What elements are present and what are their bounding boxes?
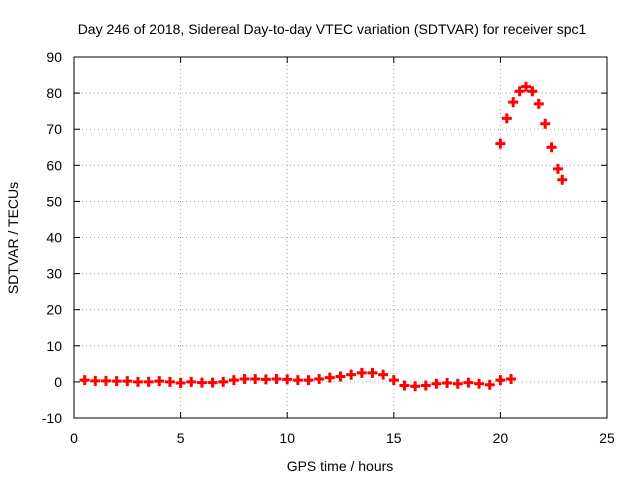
x-axis-ticks: 0 5 10 15 20 25 — [70, 57, 615, 446]
data-point — [314, 374, 325, 385]
data-point — [175, 377, 186, 388]
data-point — [154, 376, 165, 387]
data-point — [527, 86, 538, 97]
x-tick-label: 20 — [493, 430, 509, 446]
data-point — [463, 377, 474, 388]
data-point — [495, 375, 506, 386]
y-tick-label: 0 — [54, 374, 62, 390]
data-series-sdtvar — [79, 81, 568, 392]
data-point — [324, 372, 335, 383]
data-point — [335, 371, 346, 382]
data-point — [506, 374, 517, 385]
data-point — [122, 376, 133, 387]
data-point — [431, 378, 442, 389]
y-axis-ticks: -10 0 10 20 30 40 50 60 70 80 90 — [42, 49, 607, 426]
data-point — [79, 375, 90, 386]
y-axis-label: SDTVAR / TECUs — [5, 182, 21, 294]
data-point — [378, 369, 389, 380]
data-point — [484, 379, 495, 390]
y-tick-label: 20 — [46, 302, 62, 318]
series-sdtvar — [79, 81, 568, 392]
x-tick-label: 5 — [177, 430, 185, 446]
data-point — [552, 163, 563, 174]
y-tick-label: 90 — [46, 49, 62, 65]
data-point — [186, 376, 197, 387]
chart-title: Day 246 of 2018, Sidereal Day-to-day VTE… — [78, 21, 587, 37]
y-tick-label: 50 — [46, 193, 62, 209]
data-point — [452, 378, 463, 389]
data-point — [196, 377, 207, 388]
data-point — [399, 380, 410, 391]
data-point — [111, 376, 122, 387]
data-point — [540, 118, 551, 129]
y-tick-label: 30 — [46, 266, 62, 282]
data-point — [495, 138, 506, 149]
data-point — [546, 142, 557, 153]
data-point — [132, 376, 143, 387]
data-point — [410, 381, 421, 392]
data-point — [143, 376, 154, 387]
data-point — [90, 375, 101, 386]
data-point — [508, 97, 519, 108]
data-point — [514, 86, 525, 97]
data-point — [164, 376, 175, 387]
data-point — [420, 380, 431, 391]
chart-grid — [74, 57, 607, 418]
chart-axes — [73, 56, 608, 419]
y-tick-label: 80 — [46, 85, 62, 101]
data-point — [501, 113, 512, 124]
plot-frame — [73, 56, 608, 419]
data-point — [303, 375, 314, 386]
y-tick-label: 60 — [46, 157, 62, 173]
data-point — [228, 375, 239, 386]
data-point — [520, 81, 531, 92]
x-tick-label: 25 — [599, 430, 615, 446]
data-point — [388, 375, 399, 386]
data-point — [533, 98, 544, 109]
data-point — [218, 376, 229, 387]
y-tick-label: -10 — [42, 410, 62, 426]
data-point — [271, 374, 282, 385]
x-tick-label: 15 — [386, 430, 402, 446]
y-tick-label: 10 — [46, 338, 62, 354]
data-point — [282, 374, 293, 385]
data-point — [292, 375, 303, 386]
data-point — [250, 374, 261, 385]
data-point — [239, 374, 250, 385]
x-axis-label: GPS time / hours — [287, 458, 394, 474]
y-tick-label: 40 — [46, 230, 62, 246]
data-point — [356, 367, 367, 378]
data-point — [474, 378, 485, 389]
data-point — [207, 377, 218, 388]
data-point — [260, 374, 271, 385]
data-point — [100, 375, 111, 386]
x-tick-label: 10 — [279, 430, 295, 446]
y-tick-label: 70 — [46, 121, 62, 137]
x-tick-label: 0 — [70, 430, 78, 446]
data-point — [367, 367, 378, 378]
data-point — [557, 174, 568, 185]
data-point — [346, 369, 357, 380]
data-point — [442, 377, 453, 388]
